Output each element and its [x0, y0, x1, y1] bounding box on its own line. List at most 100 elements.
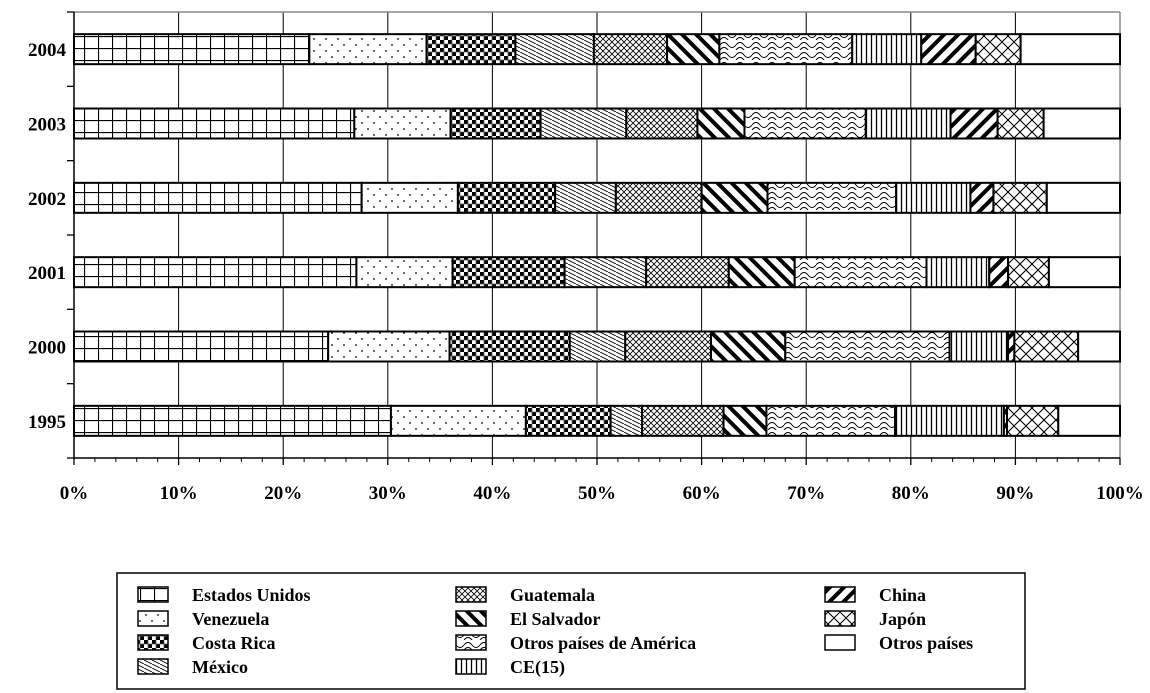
legend-label: Estados Unidos [192, 585, 311, 605]
legend-label: Costa Rica [192, 633, 276, 653]
legend-label: CE(15) [510, 657, 565, 678]
bar-segment [925, 256, 991, 289]
y-tick-label: 2002 [28, 189, 66, 210]
legend-item: México [137, 657, 248, 677]
legend-swatch [824, 634, 856, 651]
bar-segment [1047, 256, 1121, 289]
bar-segment [722, 404, 768, 437]
x-tick-label: 60% [683, 483, 721, 504]
bar-segment [355, 256, 454, 289]
bar-segment [609, 404, 643, 437]
bar-segment [996, 107, 1045, 140]
bar-segment [1019, 33, 1122, 66]
legend-swatch [455, 610, 487, 627]
legend-swatch [455, 586, 487, 603]
x-tick-label: 70% [787, 483, 825, 504]
grid-lines [74, 11, 1121, 458]
bar-segment [73, 256, 358, 289]
bar-segment [327, 330, 451, 363]
bar-segment [666, 33, 721, 66]
bar-segment [988, 256, 1010, 289]
legend-item: Guatemala [455, 585, 595, 605]
bars [73, 33, 1122, 437]
legend-swatch [137, 658, 169, 675]
legend-swatch [455, 658, 487, 675]
x-tick-label: 20% [264, 483, 302, 504]
x-tick-label: 30% [369, 483, 407, 504]
bar-segment [448, 330, 571, 363]
legend-swatch [137, 586, 169, 603]
bar-segment [727, 256, 796, 289]
bar-segment [539, 107, 628, 140]
bar-segment [640, 404, 725, 437]
bar-segment [554, 181, 617, 214]
x-tick-label: 80% [892, 483, 930, 504]
bar-segment [451, 256, 566, 289]
bar-segment [1006, 404, 1060, 437]
y-tick-label: 2000 [28, 338, 66, 359]
legend-box [116, 572, 1026, 690]
x-tick-label: 90% [996, 483, 1034, 504]
y-axis-labels: 2004 2003 2002 2001 2000 1995 [28, 40, 67, 433]
bar-segment [353, 107, 452, 140]
legend-item: Costa Rica [137, 633, 276, 653]
y-tick-label: 2004 [28, 40, 67, 61]
bar-segment [1045, 181, 1122, 214]
y-tick-label: 1995 [28, 412, 66, 433]
bar-segment [765, 404, 897, 437]
legend-label: Otros países [879, 633, 973, 653]
bar-segment [1042, 107, 1121, 140]
bar-segment [514, 33, 595, 66]
x-tick-label: 10% [160, 483, 198, 504]
legend-swatch [824, 586, 856, 603]
bar-segment [700, 181, 769, 214]
bar-segment [851, 33, 923, 66]
legend-item: Japón [824, 609, 926, 629]
axes [67, 11, 1121, 465]
legend-item: Venezuela [137, 609, 269, 629]
bar-segment [718, 33, 854, 66]
x-tick-label: 0% [60, 483, 89, 504]
legend-item: China [824, 585, 926, 605]
bar-segment [920, 33, 977, 66]
bar-segment [969, 181, 995, 214]
bar-segment [948, 330, 1010, 363]
bar-segment [73, 107, 356, 140]
x-axis-labels: 0% 10% 20% 30% 40% 50% 60% 70% 80% 90% 100% [60, 483, 1144, 504]
bar-segment [894, 404, 1005, 437]
legend-item: Estados Unidos [137, 585, 311, 605]
bar-segment [360, 181, 459, 214]
bar-segment [449, 107, 542, 140]
bar-segment [73, 181, 363, 214]
bar-segment [624, 330, 713, 363]
bar-segment [592, 33, 669, 66]
bar-segment [1007, 256, 1050, 289]
bar-segment [895, 181, 972, 214]
bar-segment [1013, 330, 1080, 363]
bar-segment [974, 33, 1022, 66]
legend-item: Otros países [824, 633, 973, 653]
legend-label: Japón [879, 609, 926, 629]
legend-label: Otros países de América [510, 633, 696, 653]
bar-segment [389, 404, 527, 437]
bar-segment [784, 330, 951, 363]
legend-swatch [137, 610, 169, 627]
y-tick-label: 2001 [28, 263, 66, 284]
bar-segment [73, 33, 311, 66]
bar-segment [864, 107, 952, 140]
bar-segment [456, 181, 557, 214]
bar-segment [793, 256, 928, 289]
bar-segment [614, 181, 703, 214]
legend-label: Guatemala [510, 585, 595, 605]
bar-segment [1077, 330, 1122, 363]
bar-segment [710, 330, 787, 363]
legend-label: México [192, 657, 248, 677]
legend-label: Venezuela [192, 609, 269, 629]
bar-segment [524, 404, 612, 437]
legend-swatch [824, 610, 856, 627]
bar-segment [73, 330, 330, 363]
x-tick-label: 40% [473, 483, 511, 504]
legend-swatch [137, 634, 169, 651]
bar-segment [743, 107, 867, 140]
